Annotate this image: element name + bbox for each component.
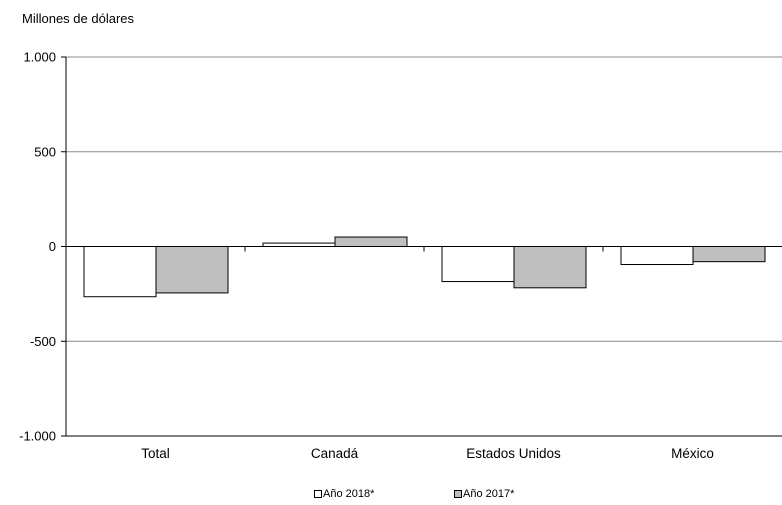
bar-2018-1 <box>263 243 335 246</box>
legend-label-2017: Año 2017* <box>463 488 514 500</box>
x-tick-label: México <box>671 446 714 461</box>
y-tick-label: -500 <box>30 334 56 349</box>
y-tick-label: 0 <box>49 239 56 254</box>
bar-2017-0 <box>156 247 228 293</box>
y-tick-label: 1.000 <box>23 50 56 65</box>
legend-item-2018: Año 2018* <box>314 488 374 500</box>
legend-swatch-2017 <box>454 490 462 498</box>
bar-2017-3 <box>693 247 765 262</box>
x-tick-label: Total <box>141 446 170 461</box>
y-tick-label: -1.000 <box>19 429 56 444</box>
y-tick-label: 500 <box>34 144 56 159</box>
bar-2018-0 <box>84 247 156 297</box>
x-tick-label: Canadá <box>311 446 359 461</box>
legend-swatch-2018 <box>314 490 322 498</box>
legend: Año 2018* Año 2017* <box>0 488 782 502</box>
bar-2017-2 <box>514 247 586 288</box>
legend-item-2017: Año 2017* <box>454 488 514 500</box>
bar-2017-1 <box>335 237 407 246</box>
bar-2018-2 <box>442 247 514 282</box>
bar-2018-3 <box>621 247 693 265</box>
legend-label-2018: Año 2018* <box>323 488 374 500</box>
x-tick-label: Estados Unidos <box>466 446 561 461</box>
